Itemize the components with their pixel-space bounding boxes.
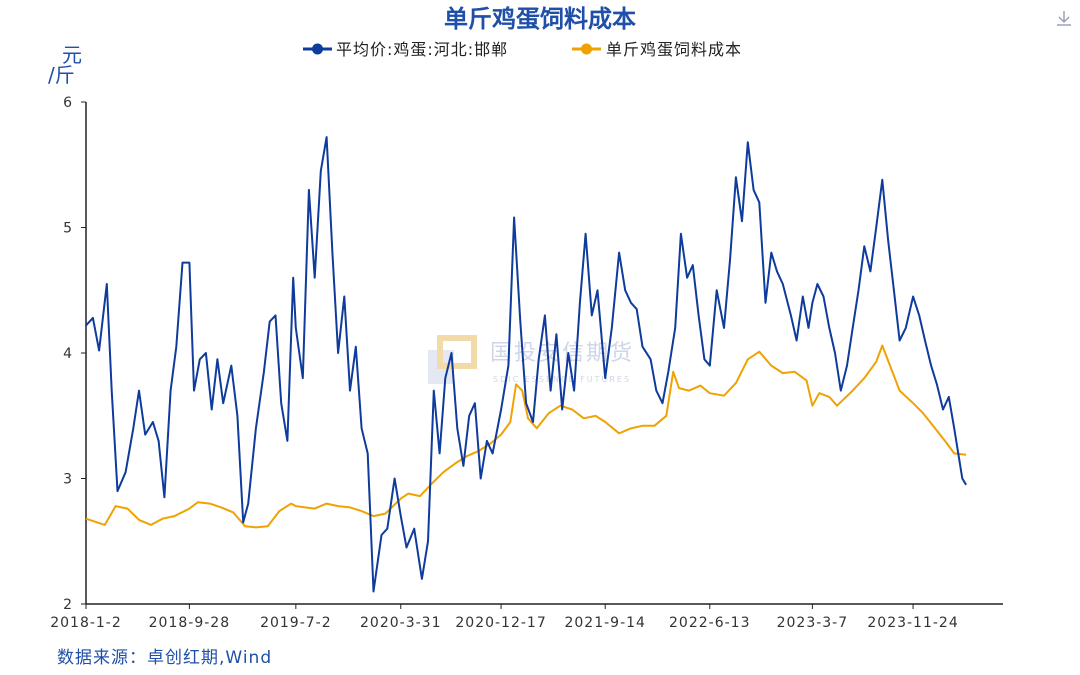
x-tick-label: 2020-12-17 — [455, 615, 546, 631]
y-axis-ticks: 2 3 4 5 6 — [63, 95, 86, 613]
y-tick-label: 4 — [63, 346, 73, 362]
download-icon[interactable] — [1057, 11, 1071, 26]
legend-egg-price-marker — [312, 43, 323, 55]
egg-price-series-line — [85, 136, 967, 593]
legend-egg-price-label: 平均价:鸡蛋:河北:邯郸 — [336, 40, 508, 59]
x-tick-label: 2019-7-2 — [260, 615, 332, 631]
watermark: 国投安信期货 SDIC ESSENCE FUTURES — [428, 335, 634, 384]
legend-feed-cost-label: 单斤鸡蛋饲料成本 — [606, 40, 742, 59]
x-tick-label: 2018-9-28 — [149, 615, 230, 631]
x-tick-label: 2020-3-31 — [360, 615, 441, 631]
y-tick-label: 5 — [63, 221, 73, 237]
y-tick-label: 2 — [63, 597, 73, 613]
x-tick-label: 2022-6-13 — [669, 615, 750, 631]
legend: 平均价:鸡蛋:河北:邯郸 单斤鸡蛋饲料成本 — [303, 40, 742, 59]
feed-cost-series-line — [85, 344, 967, 529]
y-tick-label: 3 — [63, 472, 73, 488]
watermark-subtext: SDIC ESSENCE FUTURES — [493, 375, 631, 384]
x-tick-label: 2021-9-14 — [564, 615, 645, 631]
chart-title: 单斤鸡蛋饲料成本 — [444, 5, 636, 33]
legend-feed-cost-marker — [581, 43, 592, 55]
y-axis-unit-bottom: /斤 — [48, 63, 75, 87]
data-source-note: 数据来源：卓创红期,Wind — [57, 648, 272, 668]
x-tick-label: 2023-11-24 — [867, 615, 958, 631]
x-axis-ticks: 2018-1-2 2018-9-28 2019-7-2 2020-3-31 2020-1… — [50, 604, 958, 631]
y-axis-unit-top: 元 — [62, 43, 82, 67]
series-layer — [85, 136, 967, 593]
y-tick-label: 6 — [63, 95, 73, 111]
x-tick-label: 2018-1-2 — [50, 615, 122, 631]
watermark-text: 国投安信期货 — [490, 341, 634, 366]
watermark-logo-frame-icon — [437, 335, 477, 369]
x-tick-label: 2023-3-7 — [777, 615, 849, 631]
